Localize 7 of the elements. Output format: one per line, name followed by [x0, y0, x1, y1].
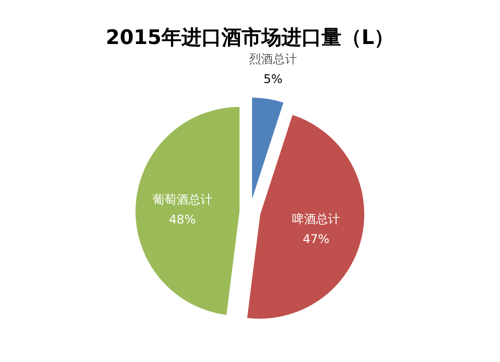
data-label: 5% [263, 72, 283, 86]
slice-label: 啤酒总计 [292, 212, 340, 226]
slice-label: 烈酒总计 [248, 52, 297, 66]
data-label: 48% [169, 212, 196, 227]
slice-label: 葡萄酒总计 [152, 192, 212, 207]
chart-title: 2015年进口酒市场进口量（L） [106, 25, 394, 49]
data-label: 47% [302, 232, 330, 246]
